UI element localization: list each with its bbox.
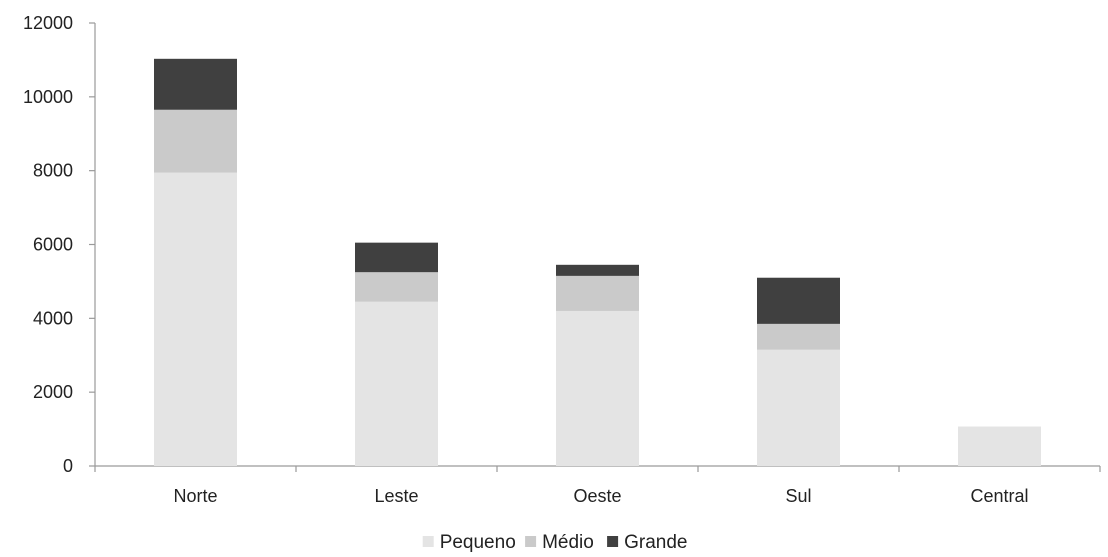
x-tick-label-sul: Sul (785, 486, 811, 506)
y-tick-label: 10000 (23, 87, 73, 107)
bar-norte-grande (154, 58, 237, 110)
legend-label-pequeno: Pequeno (440, 532, 516, 553)
bars (154, 58, 1041, 466)
legend-swatch-grande (607, 536, 619, 547)
y-tick-label: 12000 (23, 13, 73, 33)
legend-label-grande: Grande (624, 532, 687, 553)
x-axis: Norte Leste Oeste Sul Central (94, 465, 1101, 506)
bar-leste-pequeno (355, 301, 438, 466)
y-tick-label: 0 (63, 456, 73, 476)
x-tick-label-central: Central (970, 486, 1028, 506)
y-tick-label: 8000 (33, 161, 73, 181)
bar-leste-médio (355, 272, 438, 302)
y-tick-label: 4000 (33, 308, 73, 328)
x-tick-label-leste: Leste (374, 486, 418, 506)
bar-norte-médio (154, 109, 237, 173)
y-tick-label: 6000 (33, 235, 73, 255)
x-tick-label-norte: Norte (173, 486, 217, 506)
bar-leste-grande (355, 242, 438, 273)
bar-sul-pequeno (757, 349, 840, 466)
bar-norte-pequeno (154, 172, 237, 466)
bar-central-pequeno (958, 426, 1041, 466)
bar-sul-grande (757, 277, 840, 324)
legend-swatch-pequeno (422, 536, 434, 547)
x-tick-label-oeste: Oeste (573, 486, 621, 506)
y-axis: 0 2000 4000 6000 8000 10000 12000 (23, 13, 96, 476)
legend-swatch-médio (525, 536, 537, 547)
y-tick-label: 2000 (33, 382, 73, 402)
bar-oeste-pequeno (556, 310, 639, 466)
bar-oeste-médio (556, 275, 639, 311)
bar-sul-médio (757, 323, 840, 350)
legend: Pequeno Médio Grande (422, 532, 687, 553)
bar-oeste-grande (556, 264, 639, 276)
legend-label-médio: Médio (542, 532, 594, 553)
